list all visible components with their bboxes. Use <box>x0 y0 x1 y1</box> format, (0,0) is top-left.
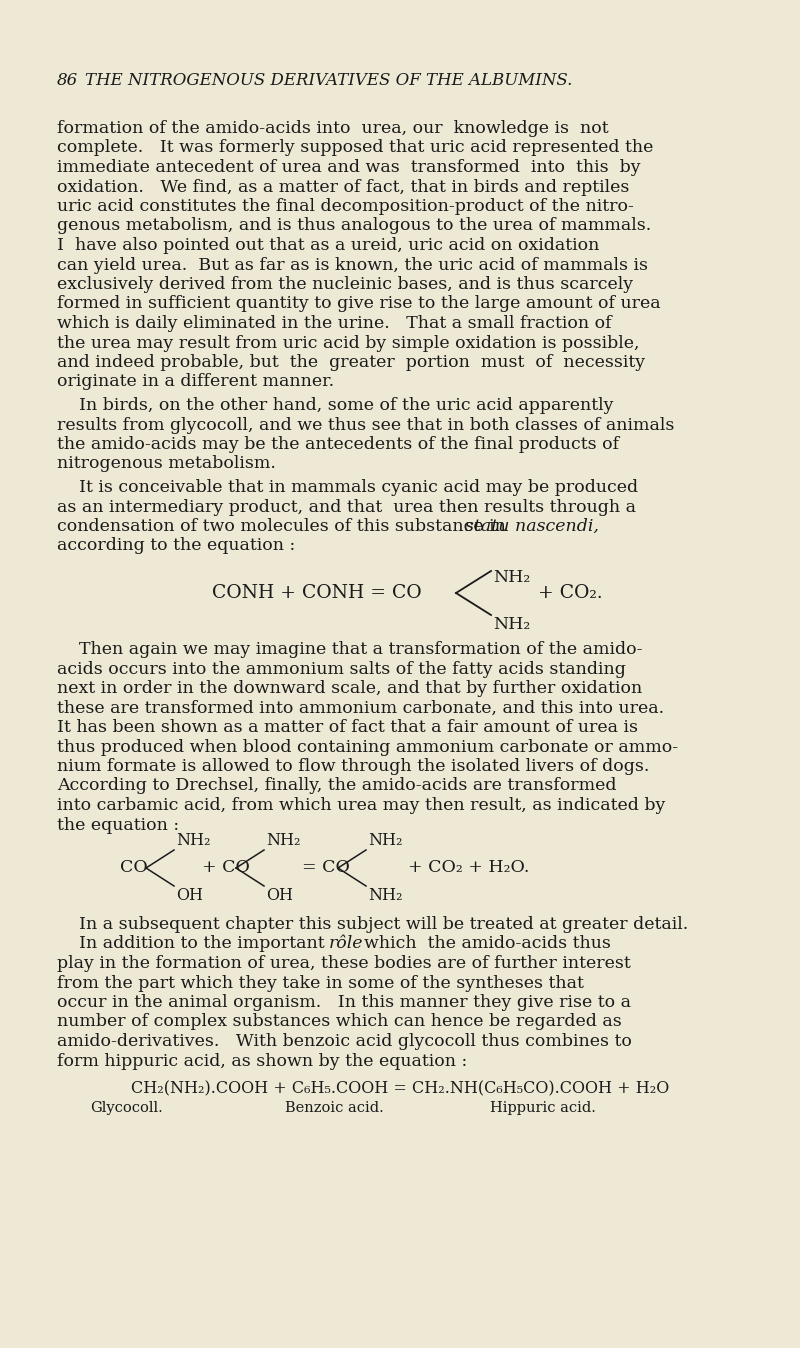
Text: NH₂: NH₂ <box>493 616 530 634</box>
Text: rôle: rôle <box>329 936 363 953</box>
Text: NH₂: NH₂ <box>368 887 402 905</box>
Text: originate in a different manner.: originate in a different manner. <box>57 373 334 391</box>
Text: Then again we may imagine that a transformation of the amido-: Then again we may imagine that a transfo… <box>57 642 642 658</box>
Text: THE NITROGENOUS DERIVATIVES OF THE ALBUMINS.: THE NITROGENOUS DERIVATIVES OF THE ALBUM… <box>85 71 572 89</box>
Text: nitrogenous metabolism.: nitrogenous metabolism. <box>57 456 276 473</box>
Text: formed in sufficient quantity to give rise to the large amount of urea: formed in sufficient quantity to give ri… <box>57 295 661 313</box>
Text: According to Drechsel, finally, the amido-acids are transformed: According to Drechsel, finally, the amid… <box>57 778 617 794</box>
Text: play in the formation of urea, these bodies are of further interest: play in the formation of urea, these bod… <box>57 954 630 972</box>
Text: OH: OH <box>266 887 293 905</box>
Text: In a subsequent chapter this subject will be treated at greater detail.: In a subsequent chapter this subject wil… <box>57 917 688 933</box>
Text: 86: 86 <box>57 71 78 89</box>
Text: NH₂: NH₂ <box>266 832 301 849</box>
Text: uric acid constitutes the final decomposition-product of the nitro-: uric acid constitutes the final decompos… <box>57 198 634 214</box>
Text: form hippuric acid, as shown by the equation :: form hippuric acid, as shown by the equa… <box>57 1053 467 1069</box>
Text: number of complex substances which can hence be regarded as: number of complex substances which can h… <box>57 1014 622 1030</box>
Text: which is daily eliminated in the urine.   That a small fraction of: which is daily eliminated in the urine. … <box>57 315 612 332</box>
Text: the equation :: the equation : <box>57 817 179 833</box>
Text: Benzoic acid.: Benzoic acid. <box>285 1101 384 1115</box>
Text: which  the amido-acids thus: which the amido-acids thus <box>353 936 611 953</box>
Text: as an intermediary product, and that  urea then results through a: as an intermediary product, and that ure… <box>57 499 636 515</box>
Text: the amido-acids may be the antecedents of the final products of: the amido-acids may be the antecedents o… <box>57 435 619 453</box>
Text: formation of the amido-acids into  urea, our  knowledge is  not: formation of the amido-acids into urea, … <box>57 120 609 137</box>
Text: statu nascendi,: statu nascendi, <box>465 518 599 535</box>
Text: In addition to the important: In addition to the important <box>57 936 330 953</box>
Text: immediate antecedent of urea and was  transformed  into  this  by: immediate antecedent of urea and was tra… <box>57 159 641 177</box>
Text: according to the equation :: according to the equation : <box>57 538 295 554</box>
Text: Glycocoll.: Glycocoll. <box>90 1101 162 1115</box>
Text: + CO: + CO <box>202 860 250 876</box>
Text: the urea may result from uric acid by simple oxidation is possible,: the urea may result from uric acid by si… <box>57 334 639 352</box>
Text: CO: CO <box>120 860 148 876</box>
Text: nium formate is allowed to flow through the isolated livers of dogs.: nium formate is allowed to flow through … <box>57 758 650 775</box>
Text: results from glycocoll, and we thus see that in both classes of animals: results from glycocoll, and we thus see … <box>57 417 674 434</box>
Text: CH₂(NH₂).COOH + C₆H₅.COOH = CH₂.NH(C₆H₅CO).COOH + H₂O: CH₂(NH₂).COOH + C₆H₅.COOH = CH₂.NH(C₆H₅C… <box>131 1080 669 1097</box>
Text: CONH + CONH = CO: CONH + CONH = CO <box>212 584 422 603</box>
Text: acids occurs into the ammonium salts of the fatty acids standing: acids occurs into the ammonium salts of … <box>57 661 626 678</box>
Text: It has been shown as a matter of fact that a fair amount of urea is: It has been shown as a matter of fact th… <box>57 718 638 736</box>
Text: In birds, on the other hand, some of the uric acid apparently: In birds, on the other hand, some of the… <box>57 398 614 414</box>
Text: into carbamic acid, from which urea may then result, as indicated by: into carbamic acid, from which urea may … <box>57 797 666 814</box>
Text: NH₂: NH₂ <box>368 832 402 849</box>
Text: I  have also pointed out that as a ureid, uric acid on oxidation: I have also pointed out that as a ureid,… <box>57 237 599 253</box>
Text: NH₂: NH₂ <box>493 569 530 586</box>
Text: Hippuric acid.: Hippuric acid. <box>490 1101 596 1115</box>
Text: condensation of two molecules of this substance in: condensation of two molecules of this su… <box>57 518 511 535</box>
Text: amido-derivatives.   With benzoic acid glycocoll thus combines to: amido-derivatives. With benzoic acid gly… <box>57 1033 632 1050</box>
Text: occur in the animal organism.   In this manner they give rise to a: occur in the animal organism. In this ma… <box>57 993 631 1011</box>
Text: these are transformed into ammonium carbonate, and this into urea.: these are transformed into ammonium carb… <box>57 700 664 717</box>
Text: + CO₂.: + CO₂. <box>538 584 602 603</box>
Text: can yield urea.  But as far as is known, the uric acid of mammals is: can yield urea. But as far as is known, … <box>57 256 648 274</box>
Text: oxidation.   We find, as a matter of fact, that in birds and reptiles: oxidation. We find, as a matter of fact,… <box>57 178 630 195</box>
Text: thus produced when blood containing ammonium carbonate or ammo-: thus produced when blood containing ammo… <box>57 739 678 755</box>
Text: OH: OH <box>176 887 203 905</box>
Text: NH₂: NH₂ <box>176 832 210 849</box>
Text: and indeed probable, but  the  greater  portion  must  of  necessity: and indeed probable, but the greater por… <box>57 355 645 371</box>
Text: genous metabolism, and is thus analogous to the urea of mammals.: genous metabolism, and is thus analogous… <box>57 217 651 235</box>
Text: It is conceivable that in mammals cyanic acid may be produced: It is conceivable that in mammals cyanic… <box>57 479 638 496</box>
Text: = CO: = CO <box>302 860 350 876</box>
Text: from the part which they take in some of the syntheses that: from the part which they take in some of… <box>57 975 584 992</box>
Text: + CO₂ + H₂O.: + CO₂ + H₂O. <box>408 860 530 876</box>
Text: exclusively derived from the nucleinic bases, and is thus scarcely: exclusively derived from the nucleinic b… <box>57 276 633 293</box>
Text: complete.   It was formerly supposed that uric acid represented the: complete. It was formerly supposed that … <box>57 139 654 156</box>
Text: next in order in the downward scale, and that by further oxidation: next in order in the downward scale, and… <box>57 679 642 697</box>
